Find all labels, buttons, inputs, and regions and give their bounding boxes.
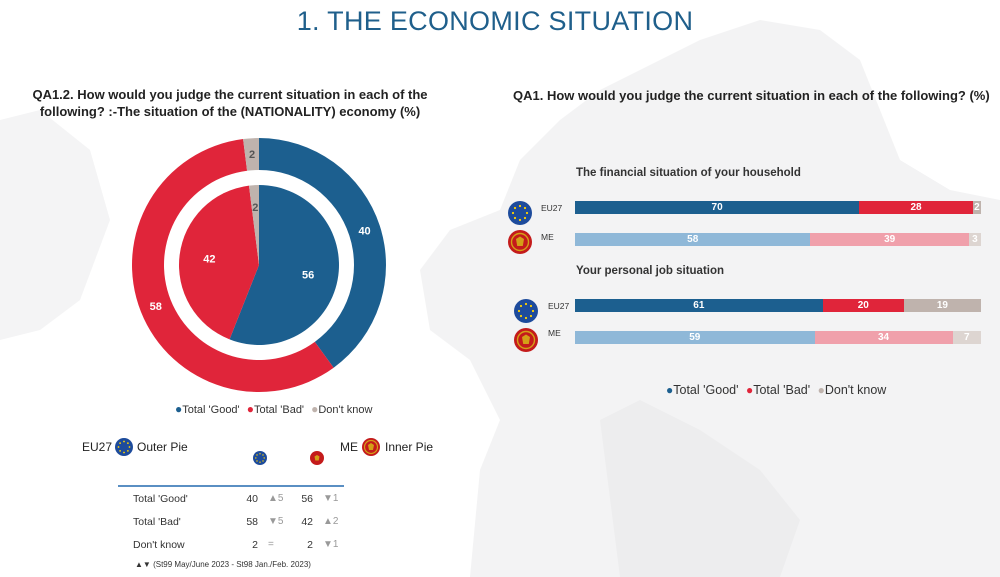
right-question: QA1. How would you judge the current sit…	[513, 88, 990, 103]
inner-key-name: ME	[340, 440, 358, 454]
outer-slice-label-2: 2	[249, 149, 255, 161]
trend-symbols: ▲▼	[135, 560, 151, 569]
left-question: QA1.2. How would you judge the current s…	[32, 87, 428, 119]
outer-slice-label-0: 40	[358, 226, 370, 238]
outer-slice-1	[131, 139, 334, 392]
trend-table: Total 'Good' 40 ▲5 56 ▼1 Total 'Bad' 58 …	[118, 485, 344, 556]
section-job: Your personal job situation	[576, 265, 725, 277]
row-label-me: ME	[541, 232, 554, 242]
section-household: The financial situation of your househol…	[576, 167, 801, 179]
outer-pie-key: EU27	[82, 440, 112, 454]
inner-slice-1	[179, 185, 259, 340]
page-title: 1. THE ECONOMIC SITUATION	[296, 6, 694, 36]
legend-good: ●Total 'Good'	[666, 383, 739, 397]
inner-slice-label-1: 42	[203, 254, 215, 266]
row-label-eu: EU27	[541, 203, 563, 213]
outer-slice-0	[259, 138, 386, 368]
table-row: Total 'Good' 40 ▲5 56 ▼1	[133, 493, 339, 505]
bar-segment-0: 59	[575, 331, 815, 344]
legend-bad: ●Total 'Bad'	[745, 383, 811, 397]
eu-flag-icon	[115, 438, 133, 456]
bar-segment-2: 3	[968, 233, 981, 246]
montenegro-flag-icon	[514, 328, 538, 352]
table-row: Total 'Bad' 58 ▼5 42 ▲2	[133, 516, 339, 528]
inner-slice-2	[248, 185, 259, 265]
bar-household-eu27: 70 28 2	[575, 201, 981, 214]
row-label-me: ME	[548, 328, 561, 338]
row-label-eu: EU27	[548, 301, 570, 311]
outer-key-label: Outer Pie	[137, 440, 188, 454]
outer-slice-2	[243, 138, 259, 171]
bar-segment-0: 61	[575, 299, 823, 312]
bar-job-eu27: 61 20 19	[575, 299, 981, 312]
bar-segment-2: 7	[952, 331, 981, 344]
montenegro-flag-icon	[508, 230, 532, 254]
outer-key-name: EU27	[82, 440, 113, 454]
trend-note-text: (St99 May/June 2023 - St98 Jan./Feb. 202…	[153, 560, 311, 569]
bar-segment-1: 20	[822, 299, 904, 312]
me-column-flag-icon	[310, 451, 324, 465]
eu-flag-icon	[508, 201, 532, 225]
trend-note: ▲▼ (St99 May/June 2023 - St98 Jan./Feb. …	[135, 560, 311, 569]
bar-segment-1: 28	[859, 201, 973, 214]
bar-segment-2: 2	[972, 201, 981, 214]
outer-slice-label-1: 58	[150, 301, 162, 313]
bar-job-me: 59 34 7	[575, 331, 981, 344]
bar-segment-2: 19	[903, 299, 981, 312]
table-row: Don't know 2 = 2 ▼1	[133, 539, 339, 551]
legend-bad: ●Total 'Bad'	[246, 402, 305, 416]
bar-segment-0: 70	[575, 201, 860, 214]
economy-donut-chart: 40 58 2 56 42 2	[131, 138, 386, 392]
montenegro-flag-icon	[362, 438, 380, 456]
eu-flag-icon	[514, 299, 538, 323]
legend-dk: ●Don't know	[311, 402, 373, 416]
bar-segment-0: 58	[575, 233, 811, 246]
legend-good: ●Total 'Good'	[175, 402, 240, 416]
bar-legend: ●Total 'Good' ●Total 'Bad' ●Don't know	[666, 383, 890, 397]
eu-column-flag-icon	[253, 451, 267, 465]
donut-legend: ●Total 'Good' ●Total 'Bad' ●Don't know	[175, 402, 376, 416]
inner-key-label: Inner Pie	[385, 440, 434, 454]
bar-segment-1: 39	[810, 233, 969, 246]
legend-dk: ●Don't know	[817, 383, 887, 397]
inner-slice-0	[229, 185, 339, 345]
bar-segment-1: 34	[814, 331, 953, 344]
inner-slice-label-2: 2	[252, 202, 258, 214]
inner-slice-label-0: 56	[302, 269, 314, 281]
bar-household-me: 58 39 3	[575, 233, 981, 246]
